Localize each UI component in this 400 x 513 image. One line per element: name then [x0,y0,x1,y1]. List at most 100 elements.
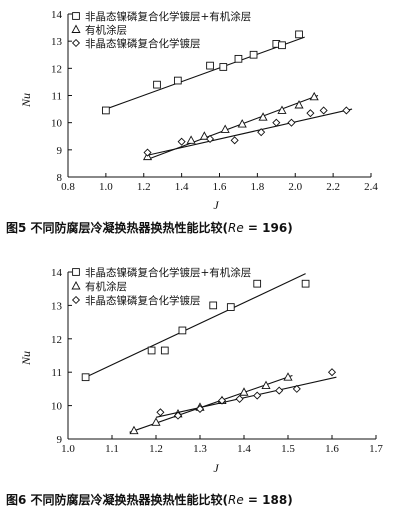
y-tick-label: 14 [51,9,63,21]
x-tick-label: 1.1 [105,443,119,455]
data-point-square [226,303,235,311]
x-tick-label: 1.5 [281,443,295,455]
x-tick-label: 1.2 [149,443,163,455]
caption-text: 图6 不同防腐层冷凝换热器换热性能比较( [6,492,228,507]
caption-text: 图5 不同防腐层冷凝换热器换热性能比较( [6,220,228,235]
x-tick-label: 1.7 [369,443,383,455]
y-tick-label: 11 [51,91,62,103]
x-tick-label: 1.8 [251,181,265,193]
data-point-diamond [156,408,165,417]
x-tick-label: 1.2 [137,181,151,193]
data-point-square [278,41,286,50]
data-point-square [178,326,187,335]
data-point-triangle [261,380,271,390]
caption-re-value: = 188) [244,493,293,507]
fit-line-diamond [147,108,353,156]
data-point-square [301,279,310,288]
y-tick-label: 9 [57,145,63,157]
y-tick-label: 8 [57,172,63,184]
series-triangle [129,372,293,435]
data-point-diamond [319,106,328,115]
figure-caption: 图5 不同防腐层冷凝换热器换热性能比较(Re = 196) [6,220,293,235]
data-point-square [295,30,303,39]
legend-marker-diamond [71,295,81,305]
x-tick-label: 0.8 [61,181,75,193]
legend-label: 非晶态镍磷复合化学镀层 [85,37,201,50]
caption-re-value: = 196) [244,221,293,235]
data-point-diamond [230,136,239,145]
y-tick-label: 11 [51,367,62,379]
data-point-square [147,346,156,355]
data-point-triangle [283,372,293,381]
legend-marker-triangle [71,24,81,33]
x-axis-label: J [213,461,219,475]
x-tick-label: 1.4 [237,443,251,455]
data-point-square [206,61,214,70]
data-point-diamond [205,134,215,144]
data-point-triangle [220,124,230,133]
data-point-triangle [151,417,161,426]
data-point-triangle [237,119,247,128]
y-tick-label: 9 [57,434,63,446]
data-point-square [234,54,243,63]
data-point-diamond [327,368,337,377]
data-point-triangle [239,387,249,396]
y-axis-label: Nu [19,351,33,366]
x-tick-label: 1.0 [99,181,113,193]
legend-label: 非晶态镍磷复合化学镀层 [85,294,201,307]
data-point-triangle [199,131,209,140]
data-point-diamond [275,386,284,395]
legend-marker-triangle [71,281,81,290]
series-square [101,30,305,115]
legend-marker-square [72,268,80,276]
data-point-triangle [277,105,287,114]
y-tick-label: 12 [51,334,62,346]
x-tick-label: 2.2 [326,181,340,193]
data-point-diamond [253,391,262,400]
data-point-diamond [287,118,296,127]
data-point-triangle [186,135,196,144]
series-square [81,273,310,382]
figure-caption: 图6 不同防腐层冷凝换热器换热性能比较(Re = 188) [6,492,293,507]
y-tick-label: 10 [51,401,63,413]
data-point-triangle [129,425,139,435]
data-point-diamond [235,394,244,403]
data-point-square [249,50,258,59]
data-point-diamond [217,396,227,405]
x-tick-label: 1.6 [325,443,339,455]
legend-label: 非晶态镍磷复合化学镀层+有机涂层 [85,10,251,23]
data-point-square [153,80,161,89]
series-diamond [155,368,337,420]
y-tick-label: 13 [51,300,63,312]
series-diamond [143,106,353,157]
caption-re-symbol: Re [228,493,244,507]
data-point-diamond [272,118,281,127]
caption-re-symbol: Re [228,221,244,235]
x-tick-label: 2.4 [364,181,378,193]
data-point-triangle [294,100,304,109]
data-point-diamond [177,137,186,146]
series-triangle [142,91,319,161]
legend-label: 有机涂层 [85,24,127,37]
y-axis-label: Nu [19,93,33,108]
data-point-diamond [292,384,301,393]
y-tick-label: 12 [51,63,62,75]
data-point-diamond [306,109,315,118]
legend-label: 有机涂层 [85,280,127,293]
data-point-square [253,279,262,288]
y-tick-label: 14 [51,267,63,279]
x-axis-label: J [213,198,219,212]
x-tick-label: 2.0 [288,181,302,193]
x-tick-label: 1.0 [61,443,75,455]
data-point-square [102,106,110,115]
chart-1: 0.8 1.0 1.2 1.4 1.6 1.8 2.0 2.2 2.4 8 9 10 11 12 13 14 J… [6,9,378,235]
data-point-square [209,301,218,310]
data-point-triangle [258,112,268,121]
chart-2: 1.0 1.1 1.2 1.3 1.4 1.5 1.6 1.7 9 10 11 12 13 14 J Nu 非晶… [6,266,383,507]
data-point-square [81,373,90,382]
data-point-triangle [309,91,319,101]
x-tick-label: 1.3 [193,443,207,455]
